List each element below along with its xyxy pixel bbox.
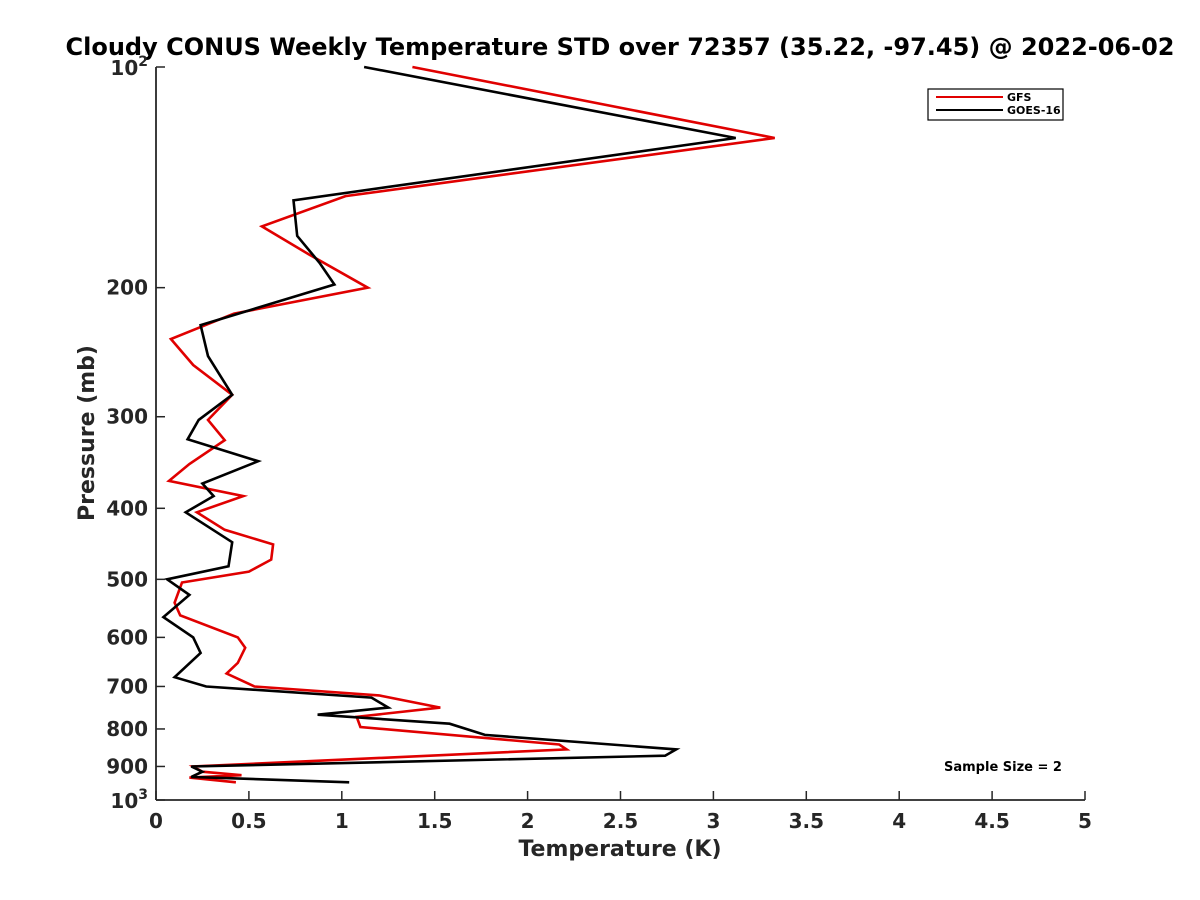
y-tick-base: 10 (110, 789, 138, 813)
x-tick-label: 2 (521, 809, 535, 833)
sample-size-annotation: Sample Size = 2 (944, 760, 1062, 775)
x-tick-label: 5 (1078, 809, 1092, 833)
y-tick-label: 800 (106, 717, 148, 741)
legend-label-goes-16: GOES-16 (1007, 104, 1061, 117)
x-tick-label: 4.5 (974, 809, 1009, 833)
x-tick-label: 0.5 (231, 809, 266, 833)
axes (155, 66, 1086, 801)
y-tick-label: 102 (110, 54, 148, 80)
x-tick-label: 4 (892, 809, 906, 833)
series-line-goes-16 (161, 65, 736, 784)
y-axis-label: Pressure (mb) (75, 345, 100, 521)
x-tick-label: 3.5 (789, 809, 824, 833)
y-tick-label: 200 (106, 276, 148, 300)
y-tick-label: 103 (110, 787, 148, 813)
legend-label-gfs: GFS (1007, 91, 1032, 104)
chart-title: Cloudy CONUS Weekly Temperature STD over… (66, 33, 1175, 61)
x-tick-label: 2.5 (603, 809, 638, 833)
x-tick-label: 1 (335, 809, 349, 833)
y-tick-base: 10 (110, 56, 138, 80)
y-tick-label: 300 (106, 405, 148, 429)
y-tick-label: 600 (106, 625, 148, 649)
y-tick-label: 400 (106, 496, 148, 520)
y-tick-exponent: 2 (138, 54, 148, 70)
y-tick-label: 700 (106, 674, 148, 698)
tick-labels: 0 0.5 1 1.5 2 2.5 3 3.5 4 4.5 51022003004005006007… (106, 54, 1092, 833)
x-tick-label: 0 (149, 809, 163, 833)
x-tick-label: 1.5 (417, 809, 452, 833)
legend-box (927, 88, 1064, 121)
x-tick-label: 3 (706, 809, 720, 833)
y-tick-label: 500 (106, 567, 148, 591)
x-axis-label: Temperature (K) (518, 837, 721, 862)
plot-area (161, 65, 775, 784)
legend: GFS GOES-16 (927, 88, 1064, 121)
y-tick-exponent: 3 (138, 787, 148, 803)
y-tick-label: 900 (106, 754, 148, 778)
